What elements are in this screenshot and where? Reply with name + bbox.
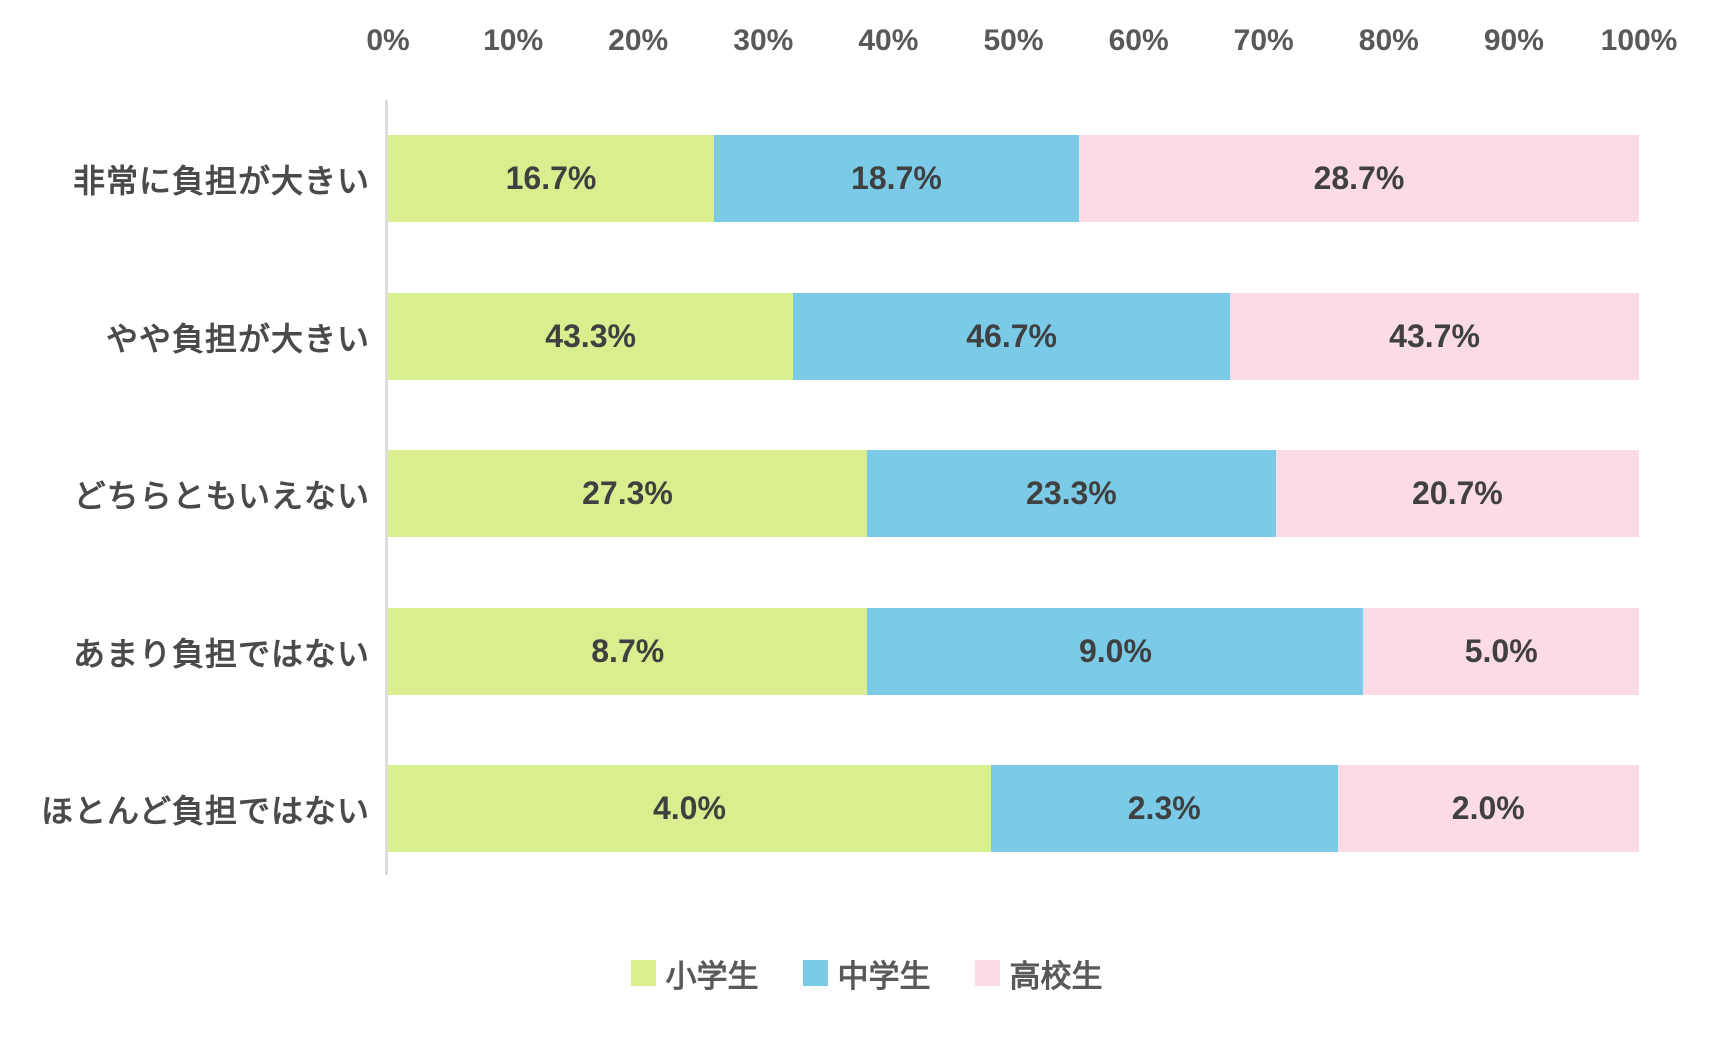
- bar-segment-高校生: 20.7%: [1275, 450, 1639, 537]
- bar-segment-高校生: 28.7%: [1078, 135, 1639, 222]
- bar-segment-中学生: 18.7%: [713, 135, 1079, 222]
- value-label: 9.0%: [1078, 633, 1152, 669]
- x-axis-tick: 50%: [983, 24, 1044, 57]
- value-label: 28.7%: [1313, 160, 1405, 196]
- x-axis-tick: 80%: [1358, 24, 1419, 57]
- legend-item-中学生: 中学生: [802, 951, 931, 996]
- category-label: やや負担が大きい: [105, 320, 370, 357]
- x-axis: 0% 10% 20% 30% 40% 50% 60% 70% 80% 90% 100%: [366, 24, 1677, 68]
- legend-label: 小学生: [665, 958, 759, 994]
- legend-swatch-icon: [974, 960, 1000, 986]
- x-axis-tick: 100%: [1600, 24, 1678, 57]
- bar-segment-小学生: 43.3%: [388, 293, 794, 380]
- legend-item-小学生: 小学生: [630, 951, 759, 996]
- legend-swatch-icon: [802, 960, 828, 986]
- x-axis-tick: 10%: [483, 24, 544, 57]
- stacked-bar: 27.3% 23.3% 20.7%: [388, 450, 1639, 537]
- value-label: 23.3%: [1026, 475, 1117, 511]
- bar-segment-小学生: 16.7%: [388, 135, 714, 222]
- value-label: 18.7%: [851, 160, 942, 196]
- value-label: 46.7%: [966, 318, 1057, 354]
- stacked-bar: 4.0% 2.3% 2.0%: [388, 765, 1639, 852]
- legend-label: 高校生: [1009, 958, 1103, 994]
- legend-label: 中学生: [837, 958, 931, 994]
- bar-segment-小学生: 27.3%: [388, 450, 867, 537]
- bar-segment-中学生: 23.3%: [866, 450, 1276, 537]
- bar-row: やや負担が大きい 43.3% 46.7% 43.7%: [0, 293, 1733, 380]
- category-label: あまり負担ではない: [72, 635, 370, 672]
- value-label: 16.7%: [505, 160, 597, 196]
- value-label: 2.3%: [1127, 790, 1201, 826]
- stacked-bar: 16.7% 18.7% 28.7%: [388, 135, 1639, 222]
- category-label: ほとんど負担ではない: [40, 792, 370, 829]
- value-label: 8.7%: [591, 633, 665, 669]
- x-axis-tick: 60%: [1108, 24, 1169, 57]
- bar-segment-中学生: 2.3%: [990, 765, 1338, 852]
- bar-row: ほとんど負担ではない 4.0% 2.3% 2.0%: [0, 765, 1733, 852]
- legend-item-高校生: 高校生: [974, 951, 1103, 996]
- legend-swatch-icon: [630, 960, 656, 986]
- bar-segment-高校生: 5.0%: [1363, 608, 1639, 695]
- x-axis-tick: 40%: [858, 24, 919, 57]
- value-label: 4.0%: [652, 790, 726, 826]
- bar-segment-小学生: 8.7%: [388, 608, 868, 695]
- x-axis-tick: 0%: [366, 24, 410, 57]
- bar-segment-高校生: 43.7%: [1230, 293, 1639, 380]
- legend: 小学生 中学生 高校生: [0, 948, 1733, 998]
- bar-segment-小学生: 4.0%: [388, 765, 991, 852]
- value-label: 5.0%: [1464, 633, 1538, 669]
- y-axis-line: [385, 100, 388, 875]
- bar-segment-中学生: 46.7%: [793, 293, 1231, 380]
- bar-row: あまり負担ではない 8.7% 9.0% 5.0%: [0, 608, 1733, 695]
- category-label: 非常に負担が大きい: [72, 162, 370, 199]
- stacked-bar: 8.7% 9.0% 5.0%: [388, 608, 1639, 695]
- x-axis-tick: 20%: [608, 24, 669, 57]
- value-label: 43.3%: [545, 318, 636, 354]
- x-axis-tick: 30%: [733, 24, 794, 57]
- bar-segment-中学生: 9.0%: [867, 608, 1364, 695]
- stacked-bar: 43.3% 46.7% 43.7%: [388, 293, 1639, 380]
- value-label: 20.7%: [1412, 475, 1503, 511]
- bar-row: 非常に負担が大きい 16.7% 18.7% 28.7%: [0, 135, 1733, 222]
- value-label: 2.0%: [1451, 790, 1525, 826]
- value-label: 27.3%: [582, 475, 673, 511]
- bar-row: どちらともいえない 27.3% 23.3% 20.7%: [0, 450, 1733, 537]
- x-axis-tick: 70%: [1233, 24, 1294, 57]
- value-label: 43.7%: [1389, 318, 1480, 354]
- category-label: どちらともいえない: [73, 477, 370, 514]
- bar-segment-高校生: 2.0%: [1337, 765, 1639, 852]
- x-axis-tick: 90%: [1483, 24, 1544, 57]
